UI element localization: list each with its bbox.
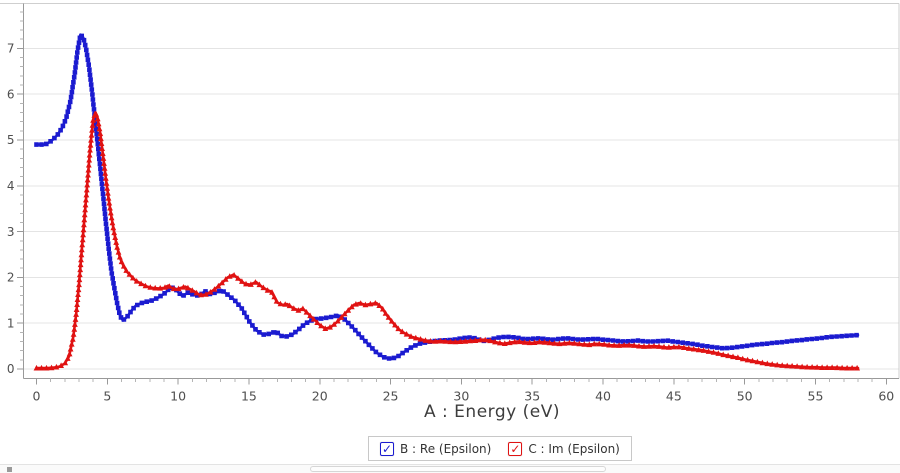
svg-text:7: 7 <box>7 42 15 56</box>
svg-text:3: 3 <box>7 225 15 239</box>
series-line-1 <box>35 111 860 370</box>
legend-item-im-epsilon: ✓ C : Im (Epsilon) <box>508 441 620 456</box>
svg-text:0: 0 <box>33 389 41 404</box>
svg-text:4: 4 <box>7 179 15 193</box>
legend-label-im: C : Im (Epsilon) <box>528 441 620 456</box>
svg-text:35: 35 <box>524 389 540 404</box>
svg-text:40: 40 <box>595 389 611 404</box>
plot-frame <box>0 3 900 379</box>
legend-label-re: B : Re (Epsilon) <box>400 441 492 456</box>
resize-gripper-icon[interactable] <box>7 467 12 472</box>
svg-text:5: 5 <box>103 389 111 404</box>
gridlines <box>23 47 899 370</box>
svg-text:10: 10 <box>170 389 186 404</box>
svg-text:45: 45 <box>666 389 682 404</box>
svg-text:25: 25 <box>383 389 399 404</box>
svg-text:5: 5 <box>7 133 15 147</box>
x-axis-title: A : Energy (eV) <box>424 402 560 422</box>
legend: ✓ B : Re (Epsilon) ✓ C : Im (Epsilon) <box>368 436 632 461</box>
series-line-0 <box>35 33 860 361</box>
series-markers-0 <box>34 33 859 361</box>
legend-item-re-epsilon: ✓ B : Re (Epsilon) <box>380 441 492 456</box>
svg-text:60: 60 <box>878 389 894 404</box>
y-axis-ticks <box>17 11 24 370</box>
x-axis-tick-labels: 0 5 10 15 20 25 30 35 40 45 50 55 60 <box>33 389 895 404</box>
series-markers-1 <box>33 111 861 371</box>
series-im-epsilon <box>33 111 861 371</box>
svg-text:6: 6 <box>7 87 15 101</box>
svg-text:20: 20 <box>312 389 328 404</box>
svg-text:50: 50 <box>737 389 753 404</box>
series-re-epsilon <box>34 33 860 361</box>
legend-checkbox-re-icon[interactable]: ✓ <box>380 441 394 456</box>
svg-text:0: 0 <box>7 362 15 376</box>
x-axis-ticks <box>36 378 887 385</box>
svg-text:55: 55 <box>808 389 824 404</box>
legend-checkbox-im-icon[interactable]: ✓ <box>508 441 523 456</box>
svg-text:15: 15 <box>241 389 257 404</box>
svg-text:30: 30 <box>453 389 469 404</box>
svg-text:1: 1 <box>7 316 15 330</box>
y-axis-tick-labels: 0 1 2 3 4 5 6 7 <box>7 42 15 377</box>
svg-text:2: 2 <box>7 271 15 285</box>
bottom-panel-segment[interactable] <box>310 466 606 472</box>
